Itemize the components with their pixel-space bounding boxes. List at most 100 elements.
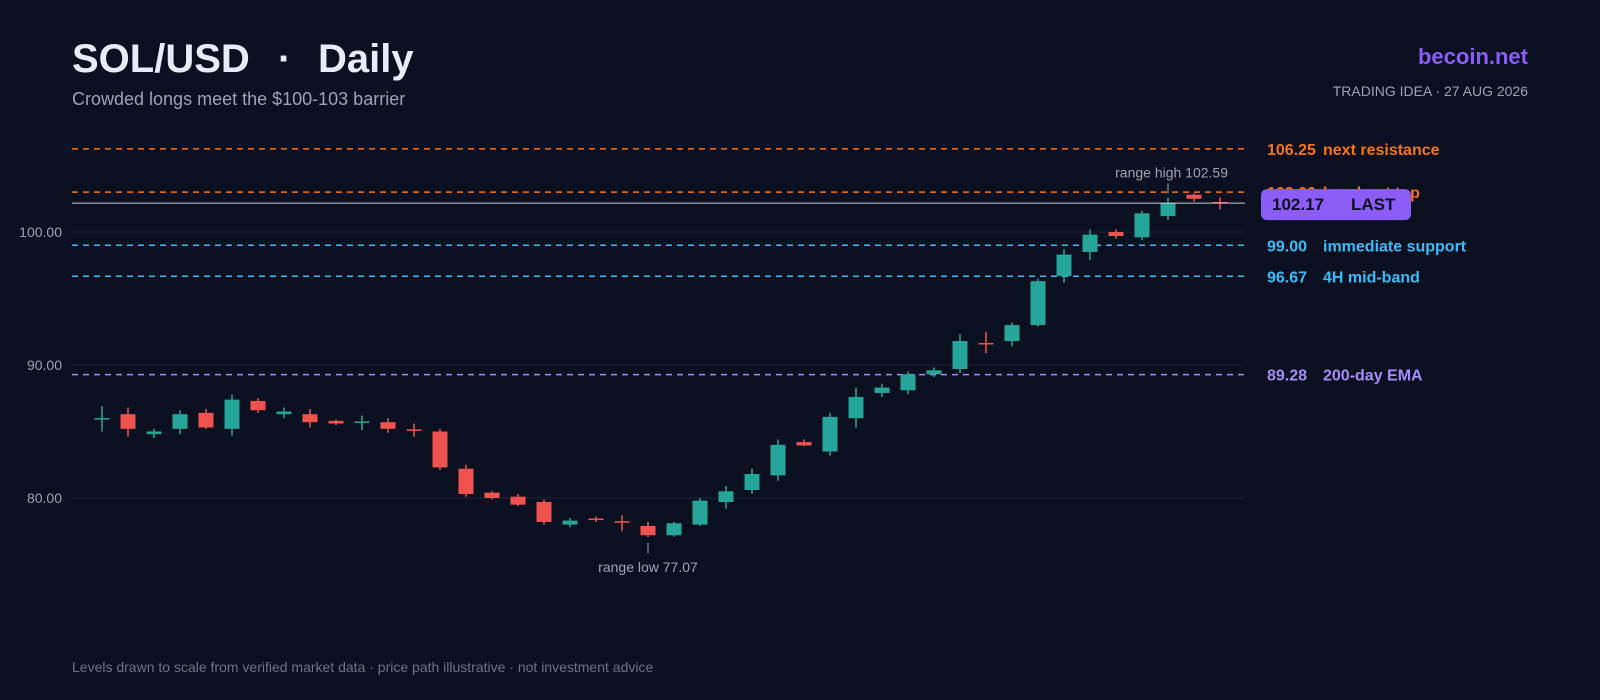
candle-body <box>484 492 500 498</box>
candle <box>354 415 370 431</box>
candle <box>666 521 682 537</box>
candle <box>900 371 916 395</box>
candle-body <box>302 414 318 423</box>
candle <box>484 491 500 500</box>
candle <box>978 331 994 354</box>
candle-body <box>874 387 890 393</box>
level-value-label: 99.00 <box>1267 238 1307 255</box>
candle-body <box>900 374 916 391</box>
candle <box>1160 197 1176 221</box>
candle <box>146 428 162 439</box>
candle-body <box>120 414 136 429</box>
candle-body <box>198 412 214 428</box>
candle-body <box>926 370 942 375</box>
candle-body <box>536 501 552 522</box>
candle <box>926 367 942 377</box>
candle <box>250 398 266 413</box>
chart-title-timeframe: Daily <box>318 37 414 81</box>
candle <box>1004 322 1020 347</box>
candle-body <box>692 500 708 525</box>
level-name-label: immediate support <box>1323 238 1467 255</box>
y-tick-label: 90.00 <box>27 357 62 373</box>
candle-body <box>224 399 240 429</box>
candle <box>1108 229 1124 239</box>
candle-body <box>744 474 760 491</box>
candle <box>172 410 188 435</box>
candle <box>432 428 448 471</box>
footer-disclaimer: Levels drawn to scale from verified mark… <box>72 659 653 675</box>
candle-body <box>458 468 474 495</box>
y-axis-ticks: 80.00 90.00 100.00 <box>19 224 62 506</box>
candle <box>1056 249 1072 283</box>
candle <box>198 408 214 429</box>
candle <box>614 515 630 532</box>
candle-body <box>640 525 656 536</box>
level-name-label: 4H mid-band <box>1323 269 1420 286</box>
candle <box>380 418 396 433</box>
candle-body <box>1082 234 1098 252</box>
candle <box>874 383 890 397</box>
candle-body <box>432 431 448 468</box>
last-price-marker: 102.17 LAST <box>72 189 1411 221</box>
candle-body <box>146 431 162 435</box>
level-value-label: 96.67 <box>1267 269 1307 286</box>
candle <box>1030 278 1046 327</box>
trading-idea-date: TRADING IDEA · 27 AUG 2026 <box>1333 83 1529 99</box>
candle <box>510 494 526 506</box>
chart-title-separator: · <box>278 37 291 81</box>
candle <box>770 439 786 481</box>
range-low-label: range low 77.07 <box>598 559 698 575</box>
candle <box>536 499 552 525</box>
last-price-label: LAST <box>1351 195 1396 214</box>
candle <box>744 468 760 495</box>
candle <box>224 394 240 436</box>
candle <box>94 406 110 432</box>
candle <box>328 419 344 425</box>
candle <box>692 498 708 526</box>
candle-body <box>1056 254 1072 276</box>
brand-logo: becoin.net <box>1418 44 1529 69</box>
candle-body <box>770 444 786 476</box>
candle-body <box>172 414 188 429</box>
candle-body <box>718 491 734 502</box>
candle-body <box>666 523 682 536</box>
candle <box>796 439 812 447</box>
candle <box>458 464 474 497</box>
y-tick-label: 80.00 <box>27 490 62 506</box>
candle-body <box>250 400 266 411</box>
candle-body <box>276 411 292 415</box>
candle <box>302 408 318 428</box>
candle <box>562 517 578 528</box>
candle-body <box>380 422 396 429</box>
candle-body <box>796 442 812 446</box>
candle-body <box>952 341 968 369</box>
candle-body <box>1108 232 1124 236</box>
last-price-pill <box>1261 189 1411 221</box>
candle-body <box>1186 194 1202 199</box>
candle-body <box>510 496 526 505</box>
candle <box>848 387 864 428</box>
chart-subtitle: Crowded longs meet the $100-103 barrier <box>72 89 405 109</box>
candle-body <box>1134 213 1150 238</box>
candle <box>718 486 734 509</box>
candle-body <box>1160 202 1176 217</box>
candle-body <box>1030 281 1046 326</box>
candle-body <box>1004 325 1020 342</box>
candle <box>822 412 838 456</box>
candle <box>640 521 656 537</box>
last-price-value: 102.17 <box>1272 195 1324 214</box>
candle <box>406 423 422 437</box>
level-name-label: next resistance <box>1323 142 1440 159</box>
level-value-label: 106.25 <box>1267 142 1316 159</box>
candle <box>1186 193 1202 202</box>
grid-lines <box>72 231 1245 499</box>
level-name-label: 200-day EMA <box>1323 368 1423 385</box>
chart-title-pair: SOL/USD <box>72 37 250 81</box>
candle <box>588 516 604 522</box>
y-tick-label: 100.00 <box>19 224 62 240</box>
candle-body <box>848 396 864 419</box>
candle <box>952 334 968 373</box>
candle <box>120 407 136 437</box>
